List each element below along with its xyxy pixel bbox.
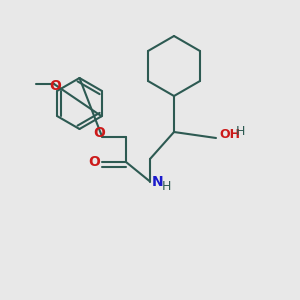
Text: N: N <box>152 175 163 188</box>
Text: H: H <box>162 180 171 194</box>
Text: O: O <box>88 155 101 169</box>
Text: OH: OH <box>219 128 240 142</box>
Text: O: O <box>50 79 61 92</box>
Text: O: O <box>93 127 105 140</box>
Text: H: H <box>236 125 245 139</box>
